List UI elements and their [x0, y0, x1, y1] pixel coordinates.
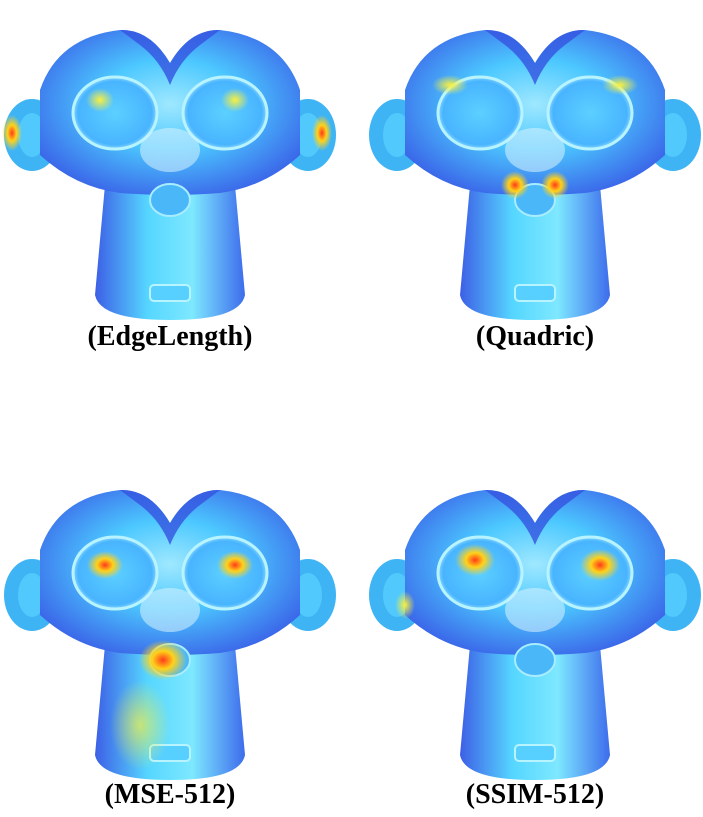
caption: (EdgeLength) [88, 321, 253, 352]
figure: (EdgeLength) (Quadric) (MSE-512) (SSIM-5… [0, 0, 703, 817]
caption: (SSIM-512) [466, 779, 604, 810]
panel-edgelength [2, 30, 336, 320]
panel-ssim-512 [369, 490, 701, 780]
panel-quadric [369, 30, 701, 320]
caption: (MSE-512) [105, 779, 236, 810]
caption: (Quadric) [476, 321, 594, 352]
panel-mse-512 [4, 490, 336, 780]
